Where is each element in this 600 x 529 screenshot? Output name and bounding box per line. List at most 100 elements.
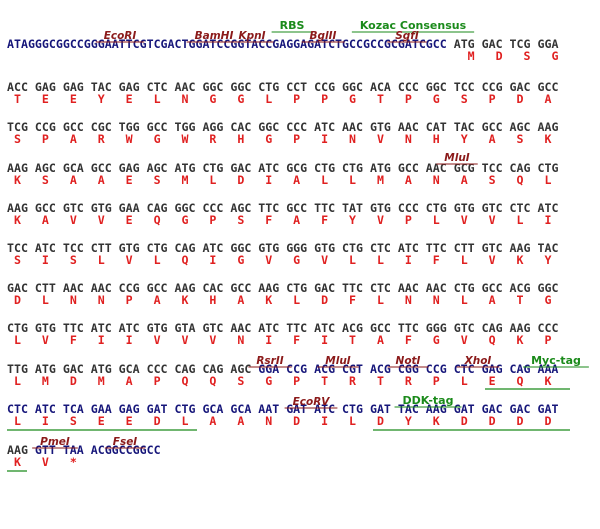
feature-label: Myc-tag [531,354,581,367]
amino-acid: D [496,49,503,63]
amino-acid: R [209,132,216,146]
amino-acid: * [70,455,77,469]
amino-acid: A [405,173,412,187]
amino-acid: K [14,455,21,469]
amino-acid: T [517,293,524,307]
amino-acid: N [433,293,440,307]
amino-acid: E [42,92,49,106]
amino-acid: S [42,173,49,187]
amino-acid: K [433,414,440,428]
amino-acid: P [209,213,216,227]
amino-acid: G [544,293,551,307]
amino-acid: T [377,92,384,106]
enzyme-site: SgfI [395,30,419,42]
amino-acid: V [377,132,384,146]
amino-acid: V [126,253,133,267]
amino-acid: V [209,333,216,347]
amino-acid: M [377,173,384,187]
amino-acid: M [98,374,105,388]
amino-acid: I [42,414,49,428]
amino-acid: P [544,333,551,347]
amino-acid: V [42,455,49,469]
amino-acid: I [98,333,105,347]
amino-acid: K [544,132,551,146]
dna-sequence: CTG GTG TTC ATC ATC GTG GTA GTC AAC ATC … [7,321,558,335]
amino-acid: S [489,173,496,187]
amino-acid: Y [461,132,468,146]
amino-acid: S [524,49,531,63]
amino-acid: P [293,374,300,388]
dna-sequence: TTG ATG GAC ATG GCA CCC CAG CAG AGC [7,362,251,376]
amino-acid: Q [182,374,189,388]
amino-acid: I [42,253,49,267]
amino-acid: A [377,333,384,347]
amino-acid: W [126,132,133,146]
amino-acid: E [489,374,496,388]
amino-acid: F [70,333,77,347]
amino-acid: F [433,253,440,267]
enzyme-site: XhoI [464,355,492,367]
amino-acid: A [461,173,468,187]
amino-acid: H [209,293,216,307]
amino-acid: G [433,92,440,106]
amino-acid: G [349,92,356,106]
amino-acid: V [182,333,189,347]
amino-acid: A [126,374,133,388]
amino-acid: N [237,333,244,347]
amino-acid: L [42,293,49,307]
amino-acid: G [182,213,189,227]
amino-acid: G [154,132,161,146]
amino-acid: K [265,293,272,307]
amino-acid: A [70,173,77,187]
amino-acid: A [209,414,216,428]
amino-acid: D [489,414,496,428]
amino-acid: I [126,333,133,347]
amino-acid: D [293,414,300,428]
amino-acid: I [209,253,216,267]
amino-acid: D [517,92,524,106]
amino-acid: F [293,333,300,347]
amino-acid: L [154,253,161,267]
dna-sequence: GTT TAA ACGGCCGGCC [35,443,161,457]
amino-acid: L [14,374,21,388]
amino-acid: L [154,92,161,106]
amino-acid: V [98,213,105,227]
amino-acid: K [14,173,21,187]
amino-acid: A [154,293,161,307]
amino-acid: A [237,414,244,428]
amino-acid: S [14,132,21,146]
amino-acid: Q [517,173,524,187]
amino-acid: G [237,92,244,106]
enzyme-site: BglII [310,30,337,42]
amino-acid: L [349,173,356,187]
amino-acid: E [98,414,105,428]
dna-sequence: AAG AGC GCA GCC GAG AGC ATG CTG GAC ATC … [7,161,558,175]
amino-acid: I [544,213,551,227]
enzyme-site: MluI [325,355,351,367]
amino-acid: K [14,213,21,227]
amino-acid: L [14,333,21,347]
enzyme-site: EcoRI [104,30,137,42]
amino-acid: D [377,414,384,428]
amino-acid: L [544,173,551,187]
amino-acid: F [265,213,272,227]
dna-sequence: TCC ATC TCC CTT GTG CTG CAG ATC GGC GTG … [7,241,558,255]
amino-acid: I [321,333,328,347]
amino-acid: E [70,92,77,106]
amino-acid: A [544,92,551,106]
amino-acid: A [293,173,300,187]
dna-sequence: ATAGGGCGGCCGGGAATTCGTCGACTGGATCCGGTACCGA… [7,37,447,51]
amino-acid: E [126,213,133,227]
amino-acid: M [468,49,475,63]
amino-acid: D [70,374,77,388]
amino-acid: K [517,253,524,267]
amino-acid: V [42,333,49,347]
amino-acid: K [544,374,551,388]
amino-acid: D [154,414,161,428]
amino-acid: N [433,173,440,187]
amino-acid: A [42,213,49,227]
amino-acid: S [70,253,77,267]
amino-acid: P [42,132,49,146]
amino-acid: G [209,92,216,106]
